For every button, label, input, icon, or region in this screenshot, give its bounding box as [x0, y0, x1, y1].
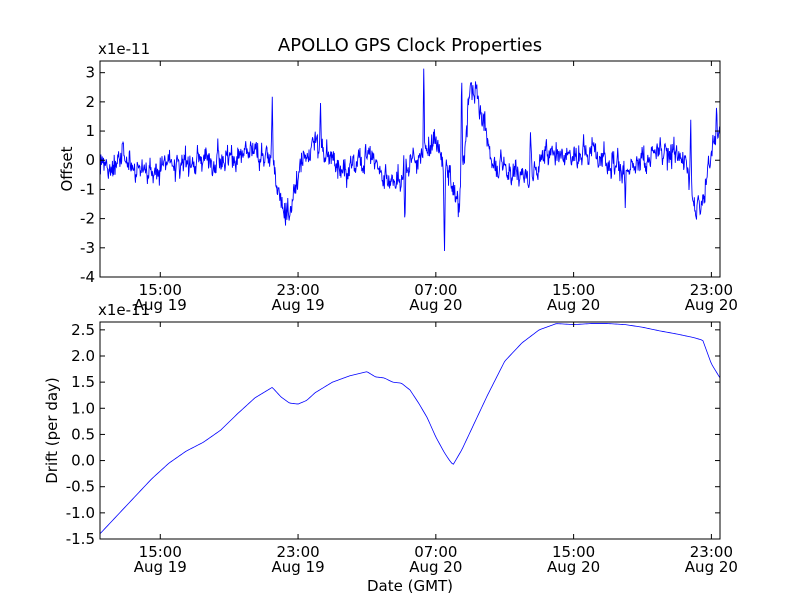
- x-tick-date-label: Aug 19: [271, 558, 324, 576]
- y-tick-label: 1.0: [71, 399, 95, 417]
- x-tick-time-label: 07:00: [414, 543, 457, 561]
- y-tick-label: 0.5: [71, 425, 95, 443]
- y-axis-label: Offset: [58, 146, 76, 191]
- y-tick-label: -1.5: [66, 530, 95, 548]
- x-tick-time-label: 15:00: [552, 281, 595, 299]
- y-tick-label: 1.5: [71, 373, 95, 391]
- y-multiplier-label: x1e-11: [98, 301, 150, 319]
- y-tick-label: 2.5: [71, 321, 95, 339]
- x-tick-time-label: 07:00: [414, 281, 457, 299]
- x-tick-date-label: Aug 19: [271, 296, 324, 314]
- x-tick-date-label: Aug 20: [409, 296, 462, 314]
- offset-series-line: [100, 68, 720, 252]
- y-tick-label: -3: [80, 239, 95, 257]
- y-tick-label: -1.0: [66, 504, 95, 522]
- y-tick-label: -0.5: [66, 478, 95, 496]
- y-tick-label: -1: [80, 180, 95, 198]
- y-tick-label: 3: [85, 64, 95, 82]
- y-tick-label: 2.0: [71, 347, 95, 365]
- y-tick-label: 0: [85, 151, 95, 169]
- y-tick-label: 2: [85, 93, 95, 111]
- y-multiplier-label: x1e-11: [98, 40, 150, 58]
- x-tick-time-label: 23:00: [276, 543, 319, 561]
- x-tick-time-label: 23:00: [690, 281, 733, 299]
- x-tick-time-label: 15:00: [139, 281, 182, 299]
- plot-frame: [99, 321, 721, 540]
- x-tick-date-label: Aug 20: [685, 558, 738, 576]
- y-axis-label: Drift (per day): [43, 377, 61, 484]
- x-tick-date-label: Aug 20: [547, 558, 600, 576]
- drift-series-line: [100, 323, 720, 535]
- x-tick-time-label: 15:00: [552, 543, 595, 561]
- x-tick-date-label: Aug 19: [134, 558, 187, 576]
- figure-title: APOLLO GPS Clock Properties: [278, 35, 542, 56]
- x-tick-time-label: 15:00: [139, 543, 182, 561]
- plot-frame: [99, 60, 721, 278]
- x-axis-label: Date (GMT): [367, 577, 453, 595]
- x-tick-date-label: Aug 20: [547, 296, 600, 314]
- y-tick-label: -2: [80, 210, 95, 228]
- x-tick-time-label: 23:00: [690, 543, 733, 561]
- x-tick-time-label: 23:00: [276, 281, 319, 299]
- x-tick-date-label: Aug 19: [134, 296, 187, 314]
- y-tick-label: 1: [85, 122, 95, 140]
- x-tick-date-label: Aug 20: [409, 558, 462, 576]
- y-tick-label: -4: [80, 268, 95, 286]
- y-tick-label: 0.0: [71, 452, 95, 470]
- x-tick-date-label: Aug 20: [685, 296, 738, 314]
